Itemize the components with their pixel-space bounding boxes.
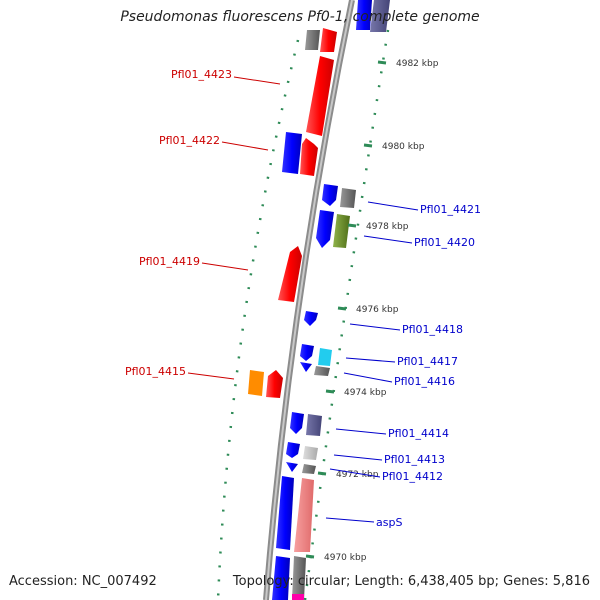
gene-pfl01-4413-gray — [303, 446, 318, 460]
gene-pfl01-4416 — [314, 366, 330, 376]
gene-red-top — [320, 28, 337, 52]
gene-pfl01-4423 — [306, 56, 334, 136]
leader-pfl01-4412 — [329, 468, 381, 478]
gene-pfl01-4422-blue — [282, 132, 302, 174]
label-pfl01-4413: Pfl01_4413 — [384, 453, 445, 466]
accession-text: Accession: NC_007492 — [9, 574, 157, 589]
gene-gray-top — [305, 30, 320, 50]
gene-top-slate — [370, 0, 390, 32]
leader-pfl01-4413 — [333, 454, 383, 461]
tick-label: 4978 kbp — [366, 222, 409, 232]
gene-top-blue — [356, 0, 372, 30]
label-pfl01-4421: Pfl01_4421 — [420, 203, 481, 216]
label-pfl01-4416: Pfl01_4416 — [394, 375, 455, 388]
leader-pfl01-4423 — [233, 76, 281, 85]
leader-pfl01-4416 — [343, 372, 393, 383]
tick-label: 4970 kbp — [324, 553, 367, 563]
gene-bottom-magenta — [292, 594, 304, 600]
leader-pfl01-4414 — [335, 428, 387, 435]
leader-pfl01-4418 — [349, 323, 401, 331]
gene-pfl01-4414-blue — [290, 412, 304, 434]
tick-label: 4982 kbp — [396, 59, 439, 69]
label-asps: aspS — [376, 516, 402, 529]
gene-pfl01-4419 — [278, 246, 302, 302]
label-pfl01-4419: Pfl01_4419 — [139, 255, 200, 268]
leader-asps — [325, 517, 375, 523]
label-pfl01-4415: Pfl01_4415 — [125, 365, 186, 378]
label-pfl01-4418: Pfl01_4418 — [402, 323, 463, 336]
topology-text: Topology: circular; Length: 6,438,405 bp… — [232, 574, 590, 589]
label-pfl01-4422: Pfl01_4422 — [159, 134, 220, 147]
label-pfl01-4417: Pfl01_4417 — [397, 355, 458, 368]
gene-pfl01-4414-slate — [306, 414, 322, 436]
label-pfl01-4420: Pfl01_4420 — [414, 236, 475, 249]
leader-pfl01-4417 — [345, 357, 396, 363]
gene-bottom-blue — [272, 556, 290, 600]
gene-bottom-gray — [292, 556, 306, 600]
tick-mark — [317, 471, 327, 476]
genome-title: Pseudomonas fluorescens Pf0-1, complete … — [120, 9, 480, 25]
tick-mark — [337, 306, 347, 311]
leader-pfl01-4420 — [363, 235, 413, 244]
gene-pfl01-4420-blue — [316, 210, 334, 248]
gene-pfl01-4412-blue — [286, 462, 298, 472]
tick-mark — [363, 143, 373, 148]
gene-pfl01-4422-red — [300, 138, 318, 176]
label-pfl01-4423: Pfl01_4423 — [171, 68, 232, 81]
tick-label: 4974 kbp — [344, 388, 387, 398]
label-pfl01-4412: Pfl01_4412 — [382, 470, 443, 483]
tick-label: 4980 kbp — [382, 142, 425, 152]
gene-pfl01-4412-gray — [302, 464, 316, 474]
tick-label: 4976 kbp — [356, 305, 399, 315]
leader-pfl01-4421 — [367, 201, 419, 211]
gene-pfl01-4413-blue — [286, 442, 300, 458]
gene-asps — [294, 478, 314, 552]
gene-blue-4416a — [300, 362, 312, 372]
label-pfl01-4414: Pfl01_4414 — [388, 427, 449, 440]
gene-blue-asps — [276, 476, 294, 550]
genome-backbone-highlight — [265, 0, 353, 600]
tick-mark — [377, 60, 387, 65]
gene-blue-4417a — [300, 344, 314, 361]
gene-pfl01-4418 — [304, 311, 318, 326]
gene-pfl01-4420-olive — [333, 214, 350, 248]
tick-label: 4972 kbp — [336, 470, 379, 480]
tick-mark — [325, 389, 335, 394]
leader-pfl01-4422 — [221, 141, 269, 151]
gene-pfl01-4417 — [318, 348, 332, 366]
leader-pfl01-4419 — [201, 262, 249, 271]
tick-mark — [347, 223, 357, 228]
gene-pfl01-4421-gray — [340, 188, 356, 208]
leader-pfl01-4415 — [187, 372, 235, 380]
gene-pfl01-4415-orange — [248, 370, 264, 396]
tick-mark — [305, 554, 315, 559]
gene-pfl01-4421-blue — [322, 184, 338, 206]
gene-pfl01-4415-red — [266, 370, 283, 398]
